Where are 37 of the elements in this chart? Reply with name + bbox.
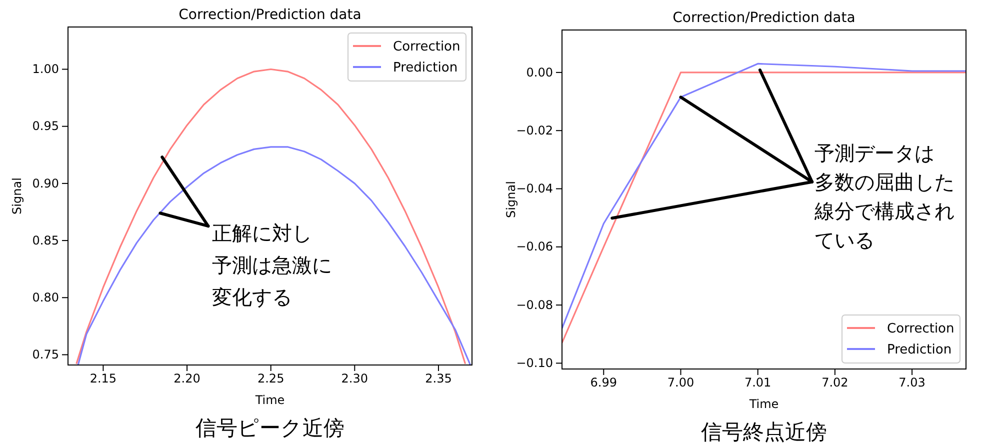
x-tick-label: 2.20: [174, 372, 200, 386]
x-axis-title: Time: [748, 397, 779, 411]
y-tick-label: −0.02: [516, 123, 553, 138]
x-tick-label: 7.01: [744, 376, 772, 390]
legend-label: Prediction: [887, 342, 952, 358]
chart-title: Correction/Prediction data: [672, 10, 856, 26]
y-tick-label: −0.04: [516, 182, 553, 196]
x-axis-title: Time: [254, 393, 285, 407]
text: 信号終点近傍: [701, 420, 827, 444]
legend-label: Correction: [393, 40, 460, 54]
y-tick-label: 0.75: [32, 348, 59, 362]
annotation: 予測データは多数の屈曲した線分で構成されている: [814, 140, 954, 252]
y-tick-label: 0.80: [32, 290, 59, 304]
text: 信号ピーク近傍: [196, 416, 344, 440]
y-tick-label: 0.00: [526, 65, 553, 80]
y-tick-label: 1.00: [32, 62, 59, 76]
x-tick-label: 7.03: [898, 376, 926, 390]
y-tick-label: 0.85: [32, 233, 59, 248]
y-tick-label: −0.08: [516, 298, 553, 312]
y-tick-label: −0.10: [516, 356, 553, 370]
chart-title: Correction/Prediction data: [178, 7, 362, 23]
line-series: [77, 146, 472, 365]
y-tick-label: 0.95: [32, 119, 59, 134]
x-tick-label: 2.30: [341, 372, 368, 386]
y-tick-label: 0.90: [32, 176, 59, 190]
y-axis-title: Signal: [10, 178, 24, 214]
x-tick-label: 7.02: [822, 376, 848, 390]
x-tick-label: 7.00: [667, 376, 694, 390]
x-tick-label: 2.35: [425, 372, 452, 386]
annotation: 正解に対し予測は急激に変化する: [212, 220, 332, 309]
x-tick-label: 2.25: [257, 372, 284, 386]
legend-label: Correction: [887, 322, 954, 336]
y-axis-title: Signal: [504, 181, 518, 218]
y-tick-label: −0.06: [516, 240, 553, 254]
x-tick-label: 2.15: [90, 372, 117, 386]
legend-label: Prediction: [393, 60, 458, 76]
x-tick-label: 6.99: [590, 376, 617, 390]
